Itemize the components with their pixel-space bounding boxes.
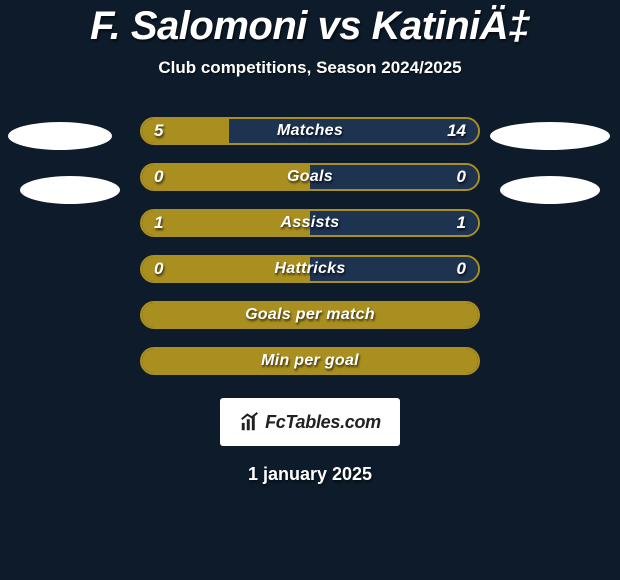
source-badge: FcTables.com	[220, 398, 400, 446]
stat-row: 00Hattricks	[0, 246, 620, 292]
subtitle: Club competitions, Season 2024/2025	[0, 58, 620, 78]
stat-bar-track: Goals per match	[140, 301, 480, 329]
date: 1 january 2025	[0, 464, 620, 485]
stat-row: Min per goal	[0, 338, 620, 384]
stat-bar-track: 00Hattricks	[140, 255, 480, 283]
stat-rows: 514Matches 00Goals 11Assists 00Hattricks Goa…	[0, 108, 620, 384]
stat-label: Assists	[142, 214, 478, 232]
player-left-name: F. Salomoni	[90, 4, 307, 48]
chart-icon	[239, 411, 261, 433]
stat-label: Matches	[142, 122, 478, 140]
source-text: FcTables.com	[265, 412, 381, 433]
stat-label: Hattricks	[142, 260, 478, 278]
stat-bar-track: 514Matches	[140, 117, 480, 145]
stat-bar-track: 11Assists	[140, 209, 480, 237]
player-right-name: KatiniÄ‡	[372, 4, 530, 48]
vs-text: vs	[318, 4, 362, 48]
stat-bar-track: Min per goal	[140, 347, 480, 375]
page-title: F. Salomoni vs KatiniÄ‡	[0, 4, 620, 48]
stat-bar-track: 00Goals	[140, 163, 480, 191]
stat-row: 514Matches	[0, 108, 620, 154]
stat-label: Min per goal	[142, 352, 478, 370]
comparison-card: F. Salomoni vs KatiniÄ‡ Club competition…	[0, 0, 620, 485]
stat-row: 11Assists	[0, 200, 620, 246]
stat-label: Goals	[142, 168, 478, 186]
stat-row: 00Goals	[0, 154, 620, 200]
stat-label: Goals per match	[142, 306, 478, 324]
stat-row: Goals per match	[0, 292, 620, 338]
